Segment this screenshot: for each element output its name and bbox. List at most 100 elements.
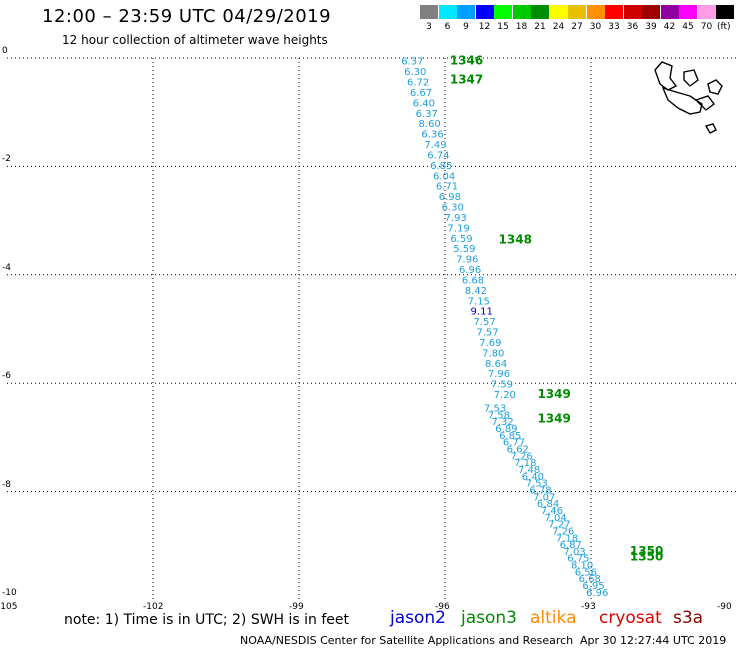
longitude-tick-label: -90	[717, 602, 732, 612]
wave-height-label: 7.26	[510, 451, 532, 462]
wave-height-label: 6.78	[529, 485, 551, 496]
legend-swatch	[605, 5, 623, 19]
page-subtitle: 12 hour collection of altimeter wave hei…	[62, 33, 328, 47]
page-title: 12:00 – 23:59 UTC 04/29/2019	[42, 6, 332, 27]
wave-height-label: 7.15	[468, 296, 490, 307]
wave-height-label: 8.60	[419, 119, 441, 130]
wave-height-label: 6.37	[416, 109, 438, 120]
legend-label: 6	[444, 22, 451, 32]
legend-swatch	[457, 5, 475, 19]
wave-height-label: 7.96	[456, 255, 478, 266]
wave-height-label: 6.96	[586, 588, 608, 599]
wave-height-label: 7.18	[556, 533, 578, 544]
wave-height-label: 9.11	[471, 307, 493, 318]
pass-time-label: 1350	[630, 544, 663, 558]
legend-swatch	[512, 5, 531, 19]
wave-height-label: 7.04	[544, 513, 566, 524]
island-outline	[661, 86, 703, 115]
longitude-tick-label: -93	[581, 602, 596, 612]
legend-label: 30	[589, 22, 602, 32]
latitude-tick-label: -4	[2, 262, 11, 273]
wave-height-label: 7.57	[473, 317, 495, 328]
satellite-key-s3a: s3a	[673, 608, 704, 628]
legend-label: 39	[645, 22, 657, 32]
satellite-key-jason2: jason2	[390, 608, 446, 628]
legend-swatch	[697, 5, 716, 19]
island-outline	[707, 79, 723, 95]
wave-height-label: 6.85	[499, 431, 521, 442]
legend-unit: (ft)	[717, 22, 731, 32]
legend-label: 27	[571, 22, 583, 32]
legend-label: 18	[515, 22, 528, 32]
generation-timestamp: Apr 30 12:27:44 UTC 2019	[580, 634, 727, 647]
satellite-key-cryosat: cryosat	[599, 608, 662, 628]
legend-label: 24	[552, 22, 565, 32]
longitude-tick-label: -102	[143, 602, 164, 612]
wave-height-label: 7.32	[492, 417, 514, 428]
wave-height-label: 6.85	[430, 161, 452, 172]
legend-swatch	[623, 5, 642, 19]
wave-height-label: 6.87	[560, 540, 582, 551]
wave-height-label: 6.67	[410, 88, 432, 99]
pass-time-label: 1346	[450, 54, 483, 68]
wave-height-label: 8.42	[465, 286, 487, 297]
wave-height-label: 6.40	[522, 472, 544, 483]
wave-height-label: 6.59	[450, 234, 472, 245]
wave-height-label: 6.77	[503, 438, 525, 449]
wave-height-label: 7.07	[533, 492, 555, 503]
legend-swatch	[420, 5, 438, 19]
satellite-key-jason3: jason3	[461, 608, 517, 628]
wave-height-label: 7.69	[479, 338, 501, 349]
wave-height-label: 7.27	[548, 520, 570, 531]
latitude-tick-label: 0	[2, 46, 8, 56]
longitude-tick-label: -99	[289, 602, 304, 612]
wave-height-label: 8.10	[571, 561, 593, 572]
wave-height-label: 6.84	[537, 499, 559, 510]
latitude-tick-label: -8	[2, 479, 11, 490]
wave-height-label: 7.19	[447, 223, 469, 234]
wave-height-label: 7.26	[552, 526, 574, 537]
wave-height-label: 7.46	[541, 506, 563, 517]
legend-swatch	[586, 5, 605, 19]
island-outline	[694, 95, 715, 111]
island-outline	[654, 61, 678, 91]
latitude-tick-label: -10	[2, 588, 17, 598]
wave-height-label: 6.56	[575, 567, 597, 578]
wave-height-label: 6.95	[582, 581, 604, 592]
wave-height-label: 6.89	[495, 424, 517, 435]
wave-height-label: 6.75	[567, 554, 589, 565]
wave-height-label: 7.96	[488, 369, 510, 380]
legend-swatch	[642, 5, 660, 19]
island-outline	[683, 69, 699, 87]
legend-swatch	[549, 5, 568, 19]
wave-height-label: 6.98	[439, 192, 461, 203]
wave-height-label: 7.80	[482, 348, 504, 359]
footer-note: note: 1) Time is in UTC; 2) SWH is in fe…	[64, 612, 350, 628]
legend-swatch	[679, 5, 697, 19]
pass-time-label: 1349	[537, 411, 570, 425]
wave-height-label: 6.37	[401, 57, 423, 68]
wave-height-label: 7.18	[514, 458, 536, 469]
pass-time-label: 1347	[450, 73, 483, 87]
legend-label: 9	[463, 22, 469, 32]
legend-swatch	[568, 5, 586, 19]
wave-height-label: 6.68	[462, 275, 484, 286]
legend-swatch	[438, 5, 457, 19]
wave-height-label: 6.30	[404, 67, 426, 78]
legend-label: 45	[682, 22, 694, 32]
wave-height-label: 7.20	[494, 390, 516, 401]
pass-time-label: 1348	[499, 233, 532, 247]
wave-height-label: 6.71	[436, 182, 458, 193]
island-outline	[704, 123, 717, 134]
wave-height-label: 7.93	[445, 213, 467, 224]
credit-line: NOAA/NESDIS Center for Satellite Applica…	[240, 634, 574, 647]
wave-height-label: 6.36	[421, 130, 443, 141]
wave-height-label: 6.68	[579, 574, 601, 585]
wave-height-label: 7.57	[476, 328, 498, 339]
legend-label: 3	[426, 22, 432, 32]
legend-label: 42	[663, 22, 676, 32]
legend-swatch	[660, 5, 679, 19]
legend-label: 15	[497, 22, 509, 32]
wave-height-label: 6.72	[407, 78, 429, 89]
